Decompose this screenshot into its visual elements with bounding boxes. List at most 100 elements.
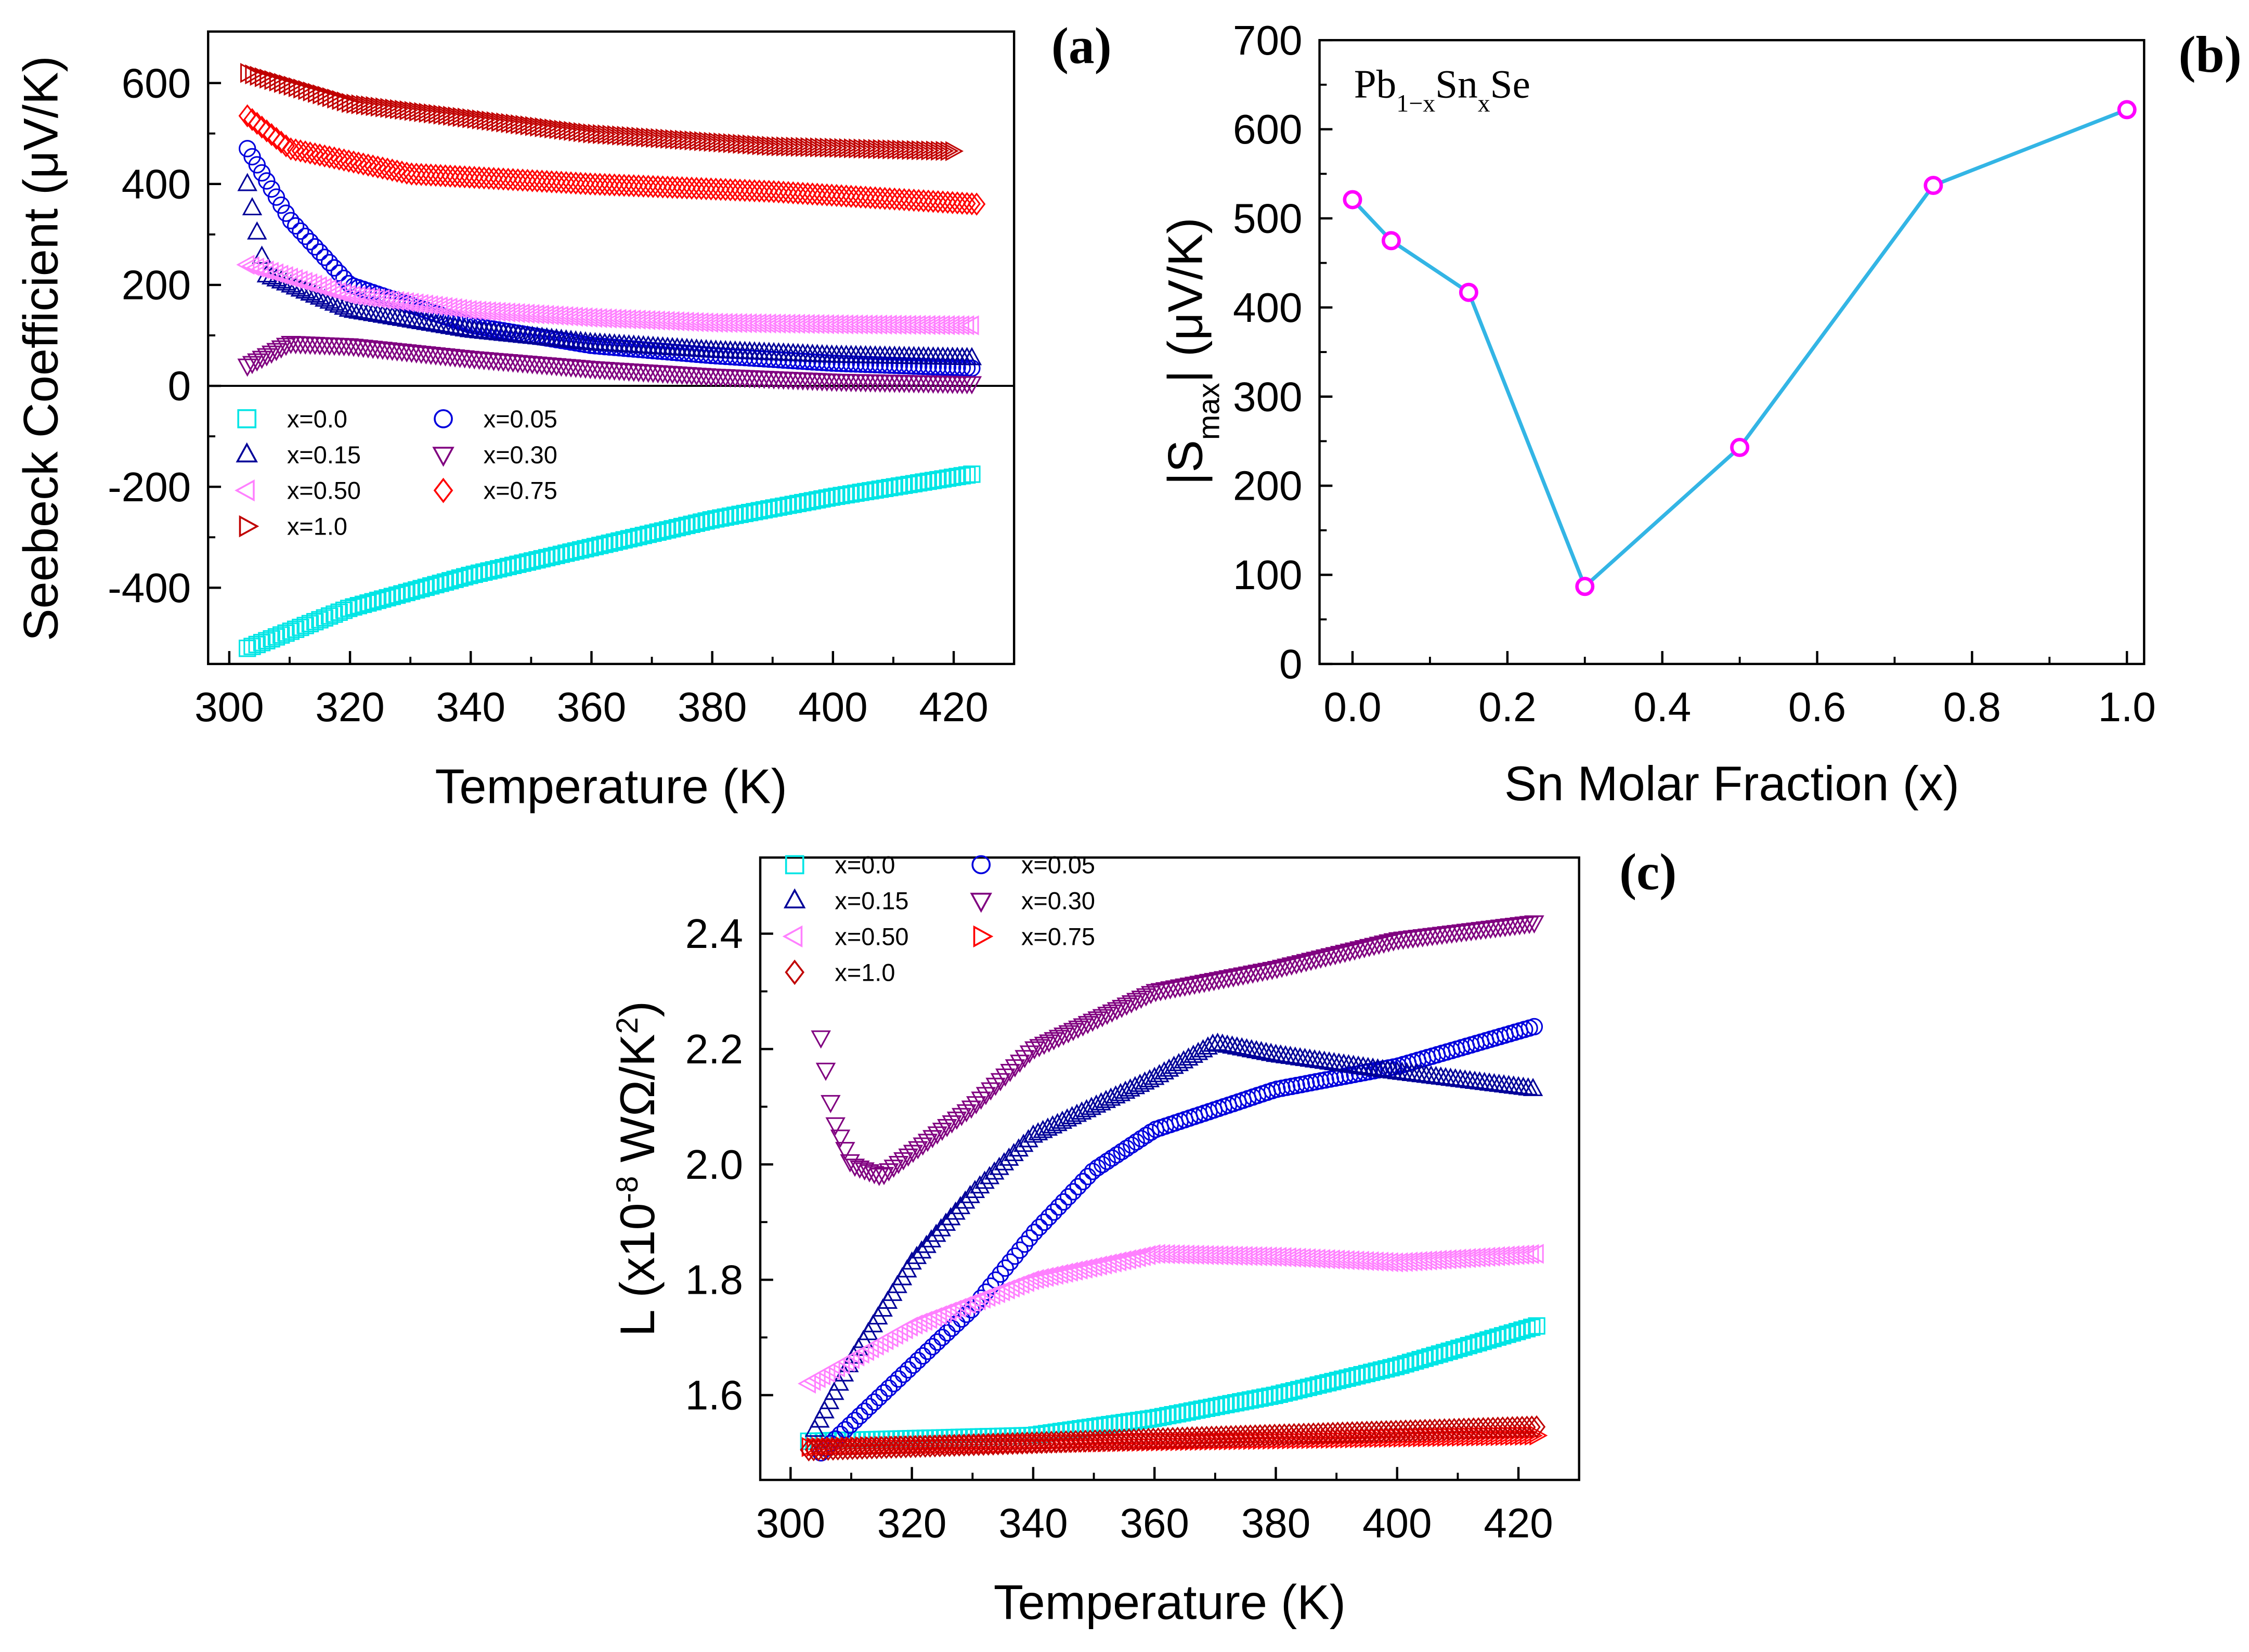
data-point <box>530 116 549 137</box>
data-point <box>1445 1341 1463 1359</box>
data-point <box>1028 1122 1048 1141</box>
series-x=0.15 <box>804 1032 1543 1437</box>
data-point <box>815 1062 836 1081</box>
legend-marker-diamond <box>433 477 453 503</box>
data-point <box>939 190 957 214</box>
data-point <box>1004 1432 1022 1455</box>
data-point <box>847 185 865 209</box>
data-point <box>890 477 908 495</box>
data-point <box>428 103 447 124</box>
data-point <box>1064 1260 1083 1281</box>
data-point <box>971 1091 991 1110</box>
data-point <box>707 177 725 201</box>
data-point <box>1217 1034 1238 1053</box>
data-point <box>339 298 359 317</box>
data-point <box>382 306 402 324</box>
data-point <box>1575 577 1595 596</box>
data-point <box>879 1163 899 1182</box>
data-point <box>1096 1429 1114 1452</box>
data-point <box>287 620 305 638</box>
data-point <box>881 479 899 497</box>
legend-item: x=1.0 <box>239 513 347 540</box>
data-point <box>625 529 643 547</box>
legend-marker-triangle-down <box>432 447 454 467</box>
data-point <box>1008 1138 1029 1157</box>
data-point <box>266 343 287 361</box>
data-point <box>351 94 370 114</box>
data-point <box>367 288 385 309</box>
data-point <box>401 309 422 328</box>
data-point <box>296 617 314 634</box>
data-point <box>945 141 964 161</box>
data-point <box>1369 936 1389 955</box>
data-point <box>808 491 826 509</box>
data-point <box>1459 282 1478 302</box>
data-point <box>933 1329 951 1346</box>
data-point <box>424 103 443 124</box>
data-point <box>399 100 418 121</box>
data-point <box>1338 1421 1357 1445</box>
data-point <box>395 292 414 313</box>
data-point <box>881 356 899 374</box>
x-tick-label: 360 <box>557 684 626 730</box>
data-point <box>625 174 643 198</box>
data-point <box>1358 1364 1376 1383</box>
data-point <box>552 171 570 194</box>
data-point <box>1520 1244 1539 1265</box>
data-point <box>1057 1108 1077 1127</box>
data-point <box>282 622 300 640</box>
data-point <box>926 140 944 161</box>
data-point <box>248 111 266 135</box>
data-point <box>1068 1020 1088 1039</box>
data-point <box>898 1148 918 1167</box>
data-point <box>539 118 558 138</box>
data-point <box>1397 1355 1414 1373</box>
data-point <box>400 292 419 313</box>
data-point <box>1440 1342 1458 1360</box>
legend-item: x=0.05 <box>434 406 557 433</box>
data-point <box>256 348 277 367</box>
data-point <box>1030 1268 1049 1288</box>
data-point <box>1353 1421 1371 1444</box>
data-point <box>723 133 742 153</box>
data-point <box>875 1384 893 1402</box>
data-point <box>1227 1394 1245 1412</box>
data-point <box>934 470 952 488</box>
data-point <box>1086 1094 1107 1113</box>
data-point <box>1329 1421 1347 1445</box>
data-point <box>1455 1417 1473 1441</box>
data-point <box>639 175 657 198</box>
data-point <box>776 136 795 157</box>
data-point <box>1295 1380 1312 1397</box>
y-tick-label: 400 <box>122 161 191 207</box>
data-point <box>1320 948 1341 967</box>
data-point <box>713 132 732 153</box>
data-point <box>1343 190 1362 210</box>
data-point <box>1034 1036 1055 1055</box>
data-point <box>528 551 546 569</box>
data-point <box>1010 1055 1030 1073</box>
legend-label: x=0.75 <box>1021 923 1095 950</box>
data-point <box>1139 1427 1158 1451</box>
data-point <box>694 131 713 151</box>
data-point <box>451 165 469 188</box>
data-point <box>736 504 754 523</box>
data-point <box>412 580 430 597</box>
data-point <box>1145 1410 1162 1427</box>
data-point <box>452 107 471 127</box>
data-point <box>797 1373 816 1394</box>
x-tick-label: 380 <box>678 684 747 730</box>
x-tick-label: 300 <box>756 1500 825 1546</box>
data-point <box>943 1319 961 1337</box>
data-point <box>514 168 532 192</box>
data-point <box>921 140 940 161</box>
data-point <box>824 1437 842 1461</box>
data-point <box>1518 1320 1536 1337</box>
data-point <box>1516 1244 1535 1265</box>
data-point <box>354 595 372 613</box>
data-point <box>935 140 954 161</box>
data-point <box>916 1234 937 1253</box>
data-point <box>300 282 320 301</box>
data-point <box>1024 1041 1045 1060</box>
data-point <box>737 134 756 154</box>
